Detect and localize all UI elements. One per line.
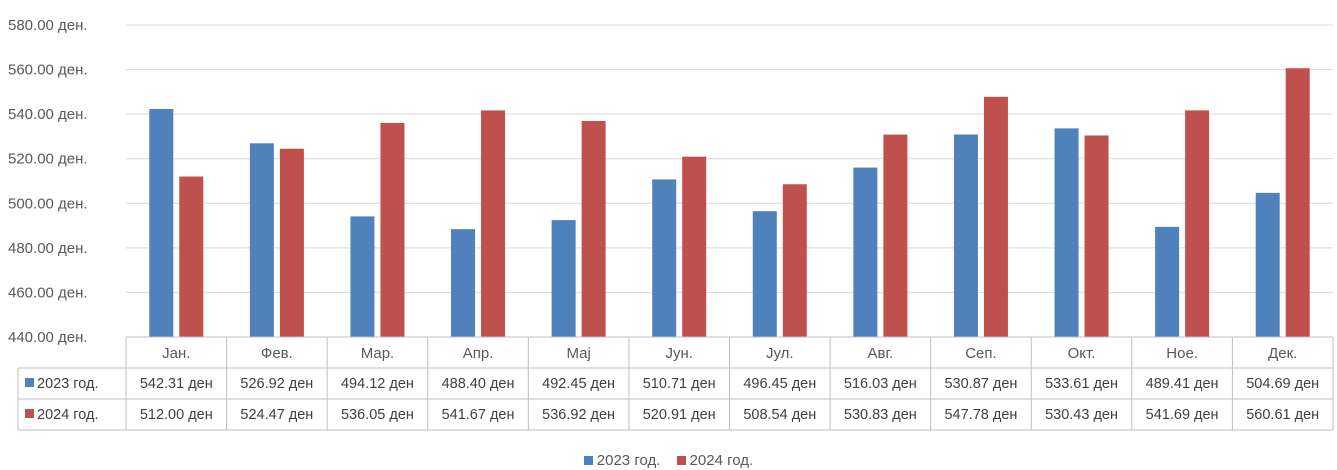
- data-table-cell: 530.87 ден: [944, 376, 1017, 392]
- table-legend-key: [25, 378, 34, 387]
- y-tick-label: 460.00 ден.: [8, 284, 88, 301]
- data-table-cell: 533.61 ден: [1045, 376, 1118, 392]
- x-category-label: Фев.: [261, 345, 293, 362]
- legend-label-2024: 2024 год.: [689, 452, 754, 469]
- x-category-label: Мар.: [361, 345, 395, 362]
- data-table-cell: 496.45 ден: [743, 376, 816, 392]
- data-table-cell: 530.83 ден: [844, 407, 917, 423]
- legend-swatch-2024: [676, 456, 686, 465]
- bar-2023: [551, 220, 576, 337]
- data-table-cell: 516.03 ден: [844, 376, 917, 392]
- data-table-cell: 508.54 ден: [743, 407, 816, 423]
- data-table-cell: 536.92 ден: [542, 407, 615, 423]
- x-category-label: Сеп.: [965, 345, 996, 362]
- x-category-label: Јул.: [766, 345, 794, 362]
- bar-2023: [953, 134, 978, 337]
- bar-2024: [782, 184, 807, 337]
- x-category-label: Авг.: [867, 345, 893, 362]
- data-table-cell: 489.41 ден: [1146, 376, 1219, 392]
- data-table-cell: 494.12 ден: [341, 376, 414, 392]
- bar-2023: [149, 108, 174, 337]
- data-table-cell: 504.69 ден: [1246, 376, 1319, 392]
- bar-2023: [1054, 128, 1079, 337]
- bar-2024: [481, 110, 506, 337]
- data-table-cell: 541.69 ден: [1146, 407, 1219, 423]
- bar-2023: [652, 179, 677, 337]
- y-tick-label: 580.00 ден.: [8, 17, 88, 34]
- bar-2024: [1285, 68, 1310, 337]
- table-legend-key: [25, 409, 34, 418]
- legend-item-2023: 2023 год.: [583, 452, 661, 469]
- data-table-cell: 536.05 ден: [341, 407, 414, 423]
- y-tick-label: 540.00 ден.: [8, 106, 88, 123]
- bar-2023: [1255, 192, 1280, 337]
- y-tick-label: 500.00 ден.: [8, 195, 88, 212]
- x-category-label: Дек.: [1268, 345, 1297, 362]
- data-table-cell: 547.78 ден: [944, 407, 1017, 423]
- bar-2024: [279, 148, 304, 337]
- data-table-cell: 530.43 ден: [1045, 407, 1118, 423]
- data-table-cell: 512.00 ден: [140, 407, 213, 423]
- bar-2023: [249, 143, 274, 337]
- bar-2023: [752, 211, 777, 337]
- y-tick-label: 480.00 ден.: [8, 240, 88, 257]
- data-table-cell: 488.40 ден: [442, 376, 515, 392]
- data-table-cell: 542.31 ден: [140, 376, 213, 392]
- x-category-label: Мај: [566, 345, 590, 362]
- data-table-cell: 520.91 ден: [643, 407, 716, 423]
- data-table-cell: 541.67 ден: [442, 407, 515, 423]
- x-category-label: Апр.: [463, 345, 494, 362]
- data-table-cell: 560.61 ден: [1246, 407, 1319, 423]
- bar-2023: [853, 167, 878, 337]
- y-tick-label: 520.00 ден.: [8, 151, 88, 168]
- bar-2024: [1185, 110, 1210, 337]
- bar-2023: [451, 229, 476, 337]
- table-row-label: 2023 год.: [37, 376, 99, 392]
- y-tick-label: 440.00 ден.: [8, 329, 88, 346]
- bar-2024: [1084, 135, 1109, 337]
- bar-2024: [179, 176, 204, 337]
- legend-swatch-2023: [583, 456, 593, 465]
- data-table-cell: 510.71 ден: [643, 376, 716, 392]
- data-table-cell: 492.45 ден: [542, 376, 615, 392]
- chart-legend: 2023 год. 2024 год.: [0, 452, 1337, 469]
- bar-2023: [1155, 226, 1180, 337]
- legend-label-2023: 2023 год.: [596, 452, 661, 469]
- bar-2024: [983, 96, 1008, 338]
- data-table-cell: 526.92 ден: [240, 376, 313, 392]
- legend-item-2024: 2024 год.: [676, 452, 754, 469]
- bar-2024: [682, 156, 707, 337]
- bar-2023: [350, 216, 375, 337]
- x-category-label: Јун.: [665, 345, 692, 362]
- x-category-label: Јан.: [162, 345, 190, 362]
- table-row-label: 2024 год.: [37, 407, 99, 423]
- bar-2024: [883, 134, 908, 337]
- x-category-label: Окт.: [1068, 345, 1096, 362]
- bar-2024: [380, 122, 405, 338]
- bar-2024: [581, 121, 606, 337]
- data-table-cell: 524.47 ден: [240, 407, 313, 423]
- y-tick-label: 560.00 ден.: [8, 62, 88, 79]
- x-category-label: Ное.: [1166, 345, 1198, 362]
